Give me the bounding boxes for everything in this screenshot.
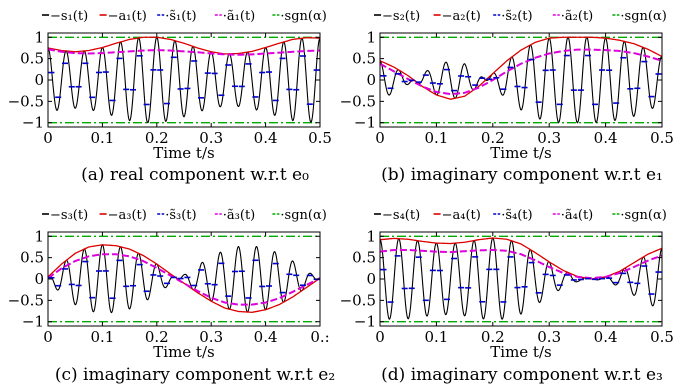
y-tick-label: 0 — [34, 270, 44, 288]
x-tick-label: 0.2 — [145, 129, 169, 147]
legend-entry: −a₄(t) — [442, 208, 481, 223]
legend-entry: −s₁(t) — [50, 9, 88, 24]
panel-caption: (d) imaginary component w.r.t e₃ — [381, 365, 663, 385]
x-tick-label: 0.5 — [308, 129, 332, 147]
a-series-line — [48, 244, 320, 313]
legend-entry: ·ã₃(t) — [223, 208, 255, 223]
x-tick-label: 0.3 — [537, 328, 561, 346]
y-tick-label: −1 — [22, 313, 44, 331]
x-tick-label: 0 — [375, 129, 385, 147]
x-tick-label: 0.4 — [594, 129, 618, 147]
legend-entry: −a₂(t) — [442, 9, 481, 24]
x-tick-label: 0.4 — [594, 328, 618, 346]
x-tick-label: 0.1 — [424, 129, 448, 147]
y-tick-label: −1 — [354, 114, 376, 132]
x-tick-label: 0 — [375, 328, 385, 346]
y-tick-label: −0.5 — [8, 291, 44, 309]
x-tick-label: 0.2 — [145, 328, 169, 346]
x-tick-label: 0.5 — [650, 328, 674, 346]
s-series-line — [48, 36, 320, 124]
y-tick-label: 1 — [366, 227, 376, 245]
y-tick-label: 1 — [34, 227, 44, 245]
legend-entry: ·sgn(α) — [280, 208, 326, 223]
legend-entry: −s₃(t) — [50, 208, 88, 223]
a-tilde-series-line — [380, 48, 662, 96]
legend-entry: ·s̃₄(t) — [501, 208, 532, 223]
legend-entry: ·sgn(α) — [620, 208, 666, 223]
a-tilde-series-line — [380, 248, 662, 280]
legend-entry: −s₄(t) — [382, 208, 420, 223]
x-tick-label: 0.: — [310, 328, 329, 346]
legend-entry: ·s̃₃(t) — [165, 208, 196, 223]
y-tick-label: 1 — [34, 28, 44, 46]
s-series-line — [48, 244, 320, 314]
a-series-line — [48, 36, 320, 55]
y-tick-label: 0 — [366, 71, 376, 89]
a-tilde-series-line — [48, 253, 320, 306]
legend-entry: ·ã₂(t) — [561, 9, 593, 24]
legend-entry: ·ã₁(t) — [223, 9, 255, 24]
x-tick-label: 0.4 — [254, 328, 278, 346]
y-tick-label: −0.5 — [8, 92, 44, 110]
s-series-line — [380, 237, 662, 320]
panel-a: 0 0.1 0.2 0.3 0.4 0.5 1 0.5 0 −0.5 −1 −s₁(t) −a₁(t) ·… — [8, 9, 332, 185]
x-tick-label: 0.1 — [424, 328, 448, 346]
y-tick-label: 0.5 — [352, 249, 376, 267]
legend-entry: −a₁(t) — [108, 9, 147, 24]
legend-entry: ·sgn(α) — [280, 9, 326, 24]
y-tick-label: 0.5 — [20, 50, 44, 68]
panel-b: 0 0.1 0.2 0.3 0.4 0.5 1 0.5 0 −0.5 −1 −s₂(t) −a₂(t) ·… — [340, 9, 674, 185]
a-series-line — [380, 237, 662, 280]
y-tick-label: 0.5 — [20, 249, 44, 267]
s-series-line — [380, 36, 662, 124]
x-axis-label: Time t/s — [153, 144, 214, 162]
legend-entry: ·sgn(α) — [620, 9, 666, 24]
x-tick-label: 0.2 — [481, 129, 505, 147]
panel-d: 0 0.1 0.2 0.3 0.4 0.5 1 0.5 0 −0.5 −1 −s₄(t) −a₄(t) ·… — [340, 208, 674, 385]
x-tick-label: 0.1 — [90, 328, 114, 346]
legend-entry: ·s̃₂(t) — [501, 9, 532, 24]
x-axis-label: Time t/s — [153, 343, 214, 361]
y-tick-label: −0.5 — [340, 291, 376, 309]
x-tick-label: 0 — [43, 328, 53, 346]
y-tick-label: 0.5 — [352, 50, 376, 68]
y-tick-label: −1 — [354, 313, 376, 331]
panel-caption: (b) imaginary component w.r.t e₁ — [381, 165, 663, 185]
legend-entry: ·ã₄(t) — [561, 208, 593, 223]
x-tick-label: 0.2 — [481, 328, 505, 346]
x-tick-label: 0.3 — [199, 328, 223, 346]
x-axis-label: Time t/s — [490, 144, 551, 162]
panel-caption: (c) imaginary component w.r.t e₂ — [55, 365, 335, 385]
x-tick-label: 0.1 — [90, 129, 114, 147]
y-tick-label: 0 — [366, 270, 376, 288]
x-axis-label: Time t/s — [490, 343, 551, 361]
panel-caption: (a) real component w.r.t e₀ — [81, 165, 309, 185]
y-tick-label: −1 — [22, 114, 44, 132]
legend-entry: ·s̃₁(t) — [165, 9, 196, 24]
y-tick-label: −0.5 — [340, 92, 376, 110]
x-tick-label: 0.3 — [199, 129, 223, 147]
y-tick-label: 0 — [34, 71, 44, 89]
a-tilde-series-line — [48, 48, 320, 56]
a-series-line — [380, 36, 662, 100]
x-tick-label: 0.3 — [537, 129, 561, 147]
x-tick-label: 0.5 — [650, 129, 674, 147]
legend-entry: −s₂(t) — [382, 9, 420, 24]
x-tick-label: 0 — [43, 129, 53, 147]
legend-entry: −a₃(t) — [108, 208, 147, 223]
y-tick-label: 1 — [366, 28, 376, 46]
panel-c: 0 0.1 0.2 0.3 0.4 0.: 1 0.5 0 −0.5 −1 −s₃(t) −a₃(t) ·… — [8, 208, 336, 385]
x-tick-label: 0.4 — [254, 129, 278, 147]
